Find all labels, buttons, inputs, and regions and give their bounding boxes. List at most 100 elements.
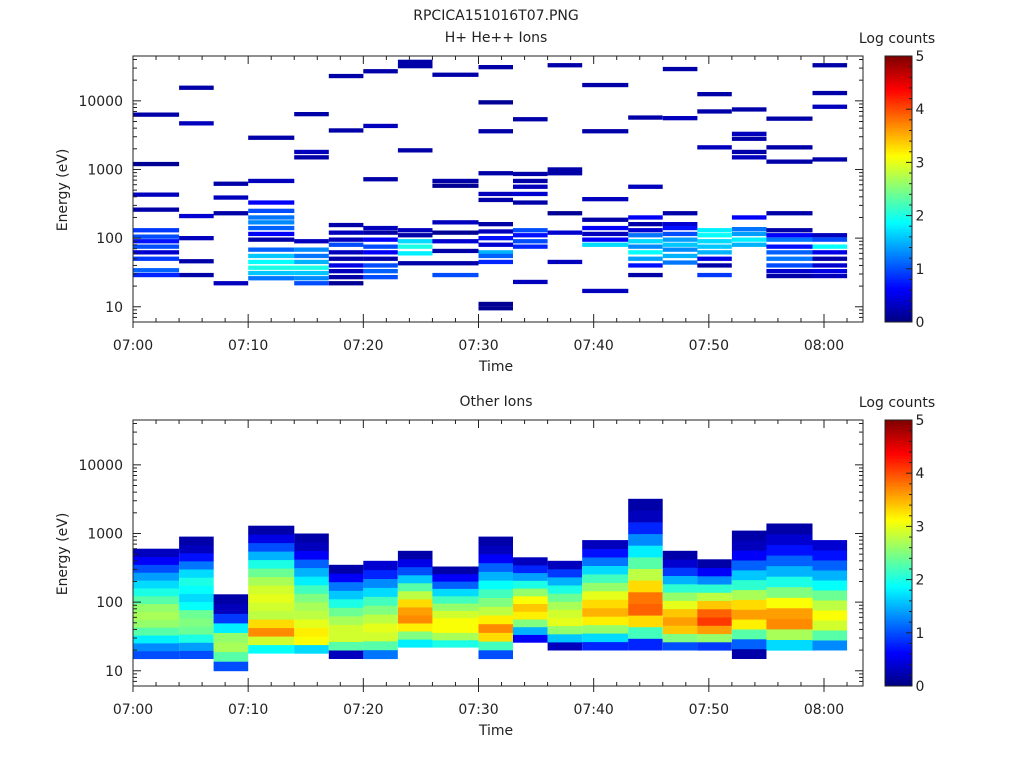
colorbar-segment xyxy=(885,526,912,530)
heatmap-cell xyxy=(478,242,513,247)
heatmap-cell xyxy=(697,239,732,244)
colorbar-segment xyxy=(885,319,912,323)
heatmap-cell xyxy=(478,236,513,241)
heatmap-cell xyxy=(812,590,848,601)
colorbar-segment xyxy=(885,166,912,170)
colorbar-segment xyxy=(885,253,912,256)
heatmap-cell xyxy=(662,608,698,618)
heatmap-cell xyxy=(248,525,295,535)
heatmap-cell xyxy=(731,629,767,640)
heatmap-cell xyxy=(513,117,548,122)
heatmap-cell xyxy=(397,582,433,592)
heatmap-cell xyxy=(628,184,663,189)
heatmap-cell xyxy=(812,256,848,261)
heatmap-cell xyxy=(662,600,698,610)
colorbar-segment xyxy=(885,93,912,97)
colorbar-segment xyxy=(885,679,912,683)
heatmap-cell xyxy=(363,256,398,261)
heatmap-cell xyxy=(628,263,663,268)
heatmap-cell xyxy=(432,603,479,611)
heatmap-cell xyxy=(662,625,698,634)
colorbar-segment xyxy=(885,122,912,126)
heatmap-cell xyxy=(731,530,767,541)
colorbar-segment xyxy=(885,306,912,310)
heatmap-cell xyxy=(812,600,848,611)
heatmap-cell xyxy=(363,649,398,660)
colorbar-segment xyxy=(885,517,912,521)
colorbar-segment xyxy=(885,222,912,225)
colorbar-segment xyxy=(885,468,912,472)
top-panel-title: H+ He++ Ions xyxy=(445,30,548,46)
heatmap-cell xyxy=(397,566,433,576)
heatmap-cell xyxy=(582,624,629,634)
heatmap-cell xyxy=(582,557,629,566)
colorbar-tick-label: 0 xyxy=(916,679,925,695)
colorbar-segment xyxy=(885,200,912,203)
heatmap-cell xyxy=(478,197,513,203)
heatmap-cell xyxy=(179,236,214,241)
heatmap-cell xyxy=(513,184,548,189)
heatmap-cell xyxy=(432,220,479,225)
heatmap-cell xyxy=(328,275,364,280)
heatmap-cell xyxy=(628,244,663,249)
heatmap-cell xyxy=(582,548,629,558)
heatmap-cell xyxy=(328,263,364,268)
heatmap-cell xyxy=(731,599,767,610)
heatmap-cell xyxy=(397,615,433,624)
heatmap-cell xyxy=(697,109,732,114)
colorbar-segment xyxy=(885,648,912,652)
heatmap-cell xyxy=(731,609,767,620)
colorbar-segment xyxy=(885,273,912,276)
heatmap-cell xyxy=(582,217,629,222)
heatmap-cell xyxy=(812,640,848,651)
x-tick-label: 07:00 xyxy=(113,702,153,718)
x-tick-label: 07:20 xyxy=(343,338,383,354)
heatmap-cell xyxy=(363,250,398,255)
colorbar-segment xyxy=(885,439,912,443)
colorbar-segment xyxy=(885,448,912,452)
heatmap-cell xyxy=(766,534,813,545)
colorbar-segment xyxy=(885,442,912,445)
heatmap-cell xyxy=(697,633,732,643)
heatmap-cell xyxy=(328,250,364,255)
heatmap-cell xyxy=(294,559,329,569)
colorbar-segment xyxy=(885,264,912,268)
heatmap-cell xyxy=(766,607,813,619)
heatmap-cell xyxy=(213,642,249,653)
y-tick-label: 10000 xyxy=(78,94,123,110)
heatmap-cell xyxy=(432,581,479,589)
colorbar-segment xyxy=(885,317,912,321)
top-panel-heatmap: H+ He++ Ions Log counts Energy (eV) Time… xyxy=(55,30,935,375)
heatmap-cell xyxy=(328,222,364,228)
heatmap-cell xyxy=(478,623,513,633)
heatmap-cell xyxy=(397,591,433,600)
heatmap-cell xyxy=(628,233,663,238)
heatmap-cell xyxy=(432,610,479,619)
bottom-plot-frame xyxy=(132,419,864,687)
colorbar-segment xyxy=(885,290,912,294)
colorbar-segment xyxy=(885,204,912,208)
heatmap-cell xyxy=(513,565,548,574)
colorbar-segment xyxy=(885,541,912,545)
colorbar-segment xyxy=(885,177,912,181)
colorbar-segment xyxy=(885,495,912,499)
top-x-axis-ticks: 07:00 07:10 07:20 07:30 07:40 07:50 08:00 xyxy=(113,56,848,354)
heatmap-cell xyxy=(213,651,249,662)
colorbar-segment xyxy=(885,133,912,137)
colorbar-segment xyxy=(885,160,912,163)
colorbar-segment xyxy=(885,118,912,121)
colorbar-segment xyxy=(885,182,912,186)
heatmap-cell xyxy=(697,233,732,238)
heatmap-cell xyxy=(731,639,767,650)
colorbar-tick-label: 0 xyxy=(916,315,925,331)
heatmap-cell xyxy=(662,633,698,643)
heatmap-cell xyxy=(766,269,813,274)
top-heatmap-cells xyxy=(133,59,848,311)
colorbar-tick-label: 5 xyxy=(916,413,925,429)
bottom-y-axis-label: Energy (eV) xyxy=(55,513,71,596)
heatmap-cell xyxy=(179,618,214,627)
heatmap-cell xyxy=(248,576,295,586)
colorbar-segment xyxy=(885,484,912,487)
colorbar-segment xyxy=(885,246,912,250)
heatmap-cell xyxy=(478,536,513,546)
